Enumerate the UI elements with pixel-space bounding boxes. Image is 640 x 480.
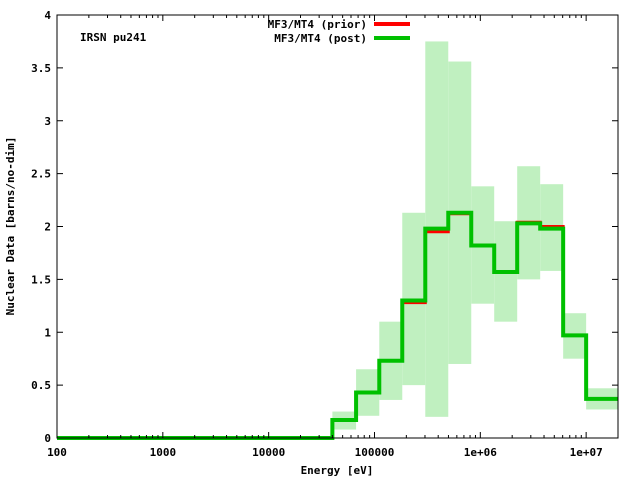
x-tick-label: 1e+06 <box>464 446 497 459</box>
y-tick-label: 0 <box>44 432 51 445</box>
plot-annotation: IRSN pu241 <box>80 31 147 44</box>
y-tick-label: 3.5 <box>31 62 51 75</box>
x-tick-label: 10000 <box>252 446 285 459</box>
x-tick-label: 100 <box>47 446 67 459</box>
legend: MF3/MT4 (prior)MF3/MT4 (post) <box>268 18 410 45</box>
y-tick-label: 1.5 <box>31 273 51 286</box>
y-tick-label: 4 <box>44 9 51 22</box>
uncertainty-band <box>332 41 618 430</box>
x-axis-label: Energy [eV] <box>301 464 374 477</box>
series-line-post <box>57 210 618 440</box>
legend-label: MF3/MT4 (prior) <box>268 18 367 31</box>
x-tick-label: 1e+07 <box>570 446 603 459</box>
x-tick-label: 1000 <box>150 446 177 459</box>
y-tick-label: 1 <box>44 326 51 339</box>
series-layer <box>57 210 618 440</box>
y-axis-label: Nuclear Data [barns/no-dim] <box>4 137 17 316</box>
ticks-layer: 0 0.5 1 1.5 2 2.5 3 3.5 4 100 1000 10000 100000 1e+06… <box>31 9 618 459</box>
y-tick-label: 3 <box>44 115 51 128</box>
y-tick-label: 2 <box>44 221 51 234</box>
x-tick-label: 100000 <box>355 446 395 459</box>
y-tick-label: 0.5 <box>31 379 51 392</box>
legend-label: MF3/MT4 (post) <box>274 32 367 45</box>
y-tick-label: 2.5 <box>31 168 51 181</box>
